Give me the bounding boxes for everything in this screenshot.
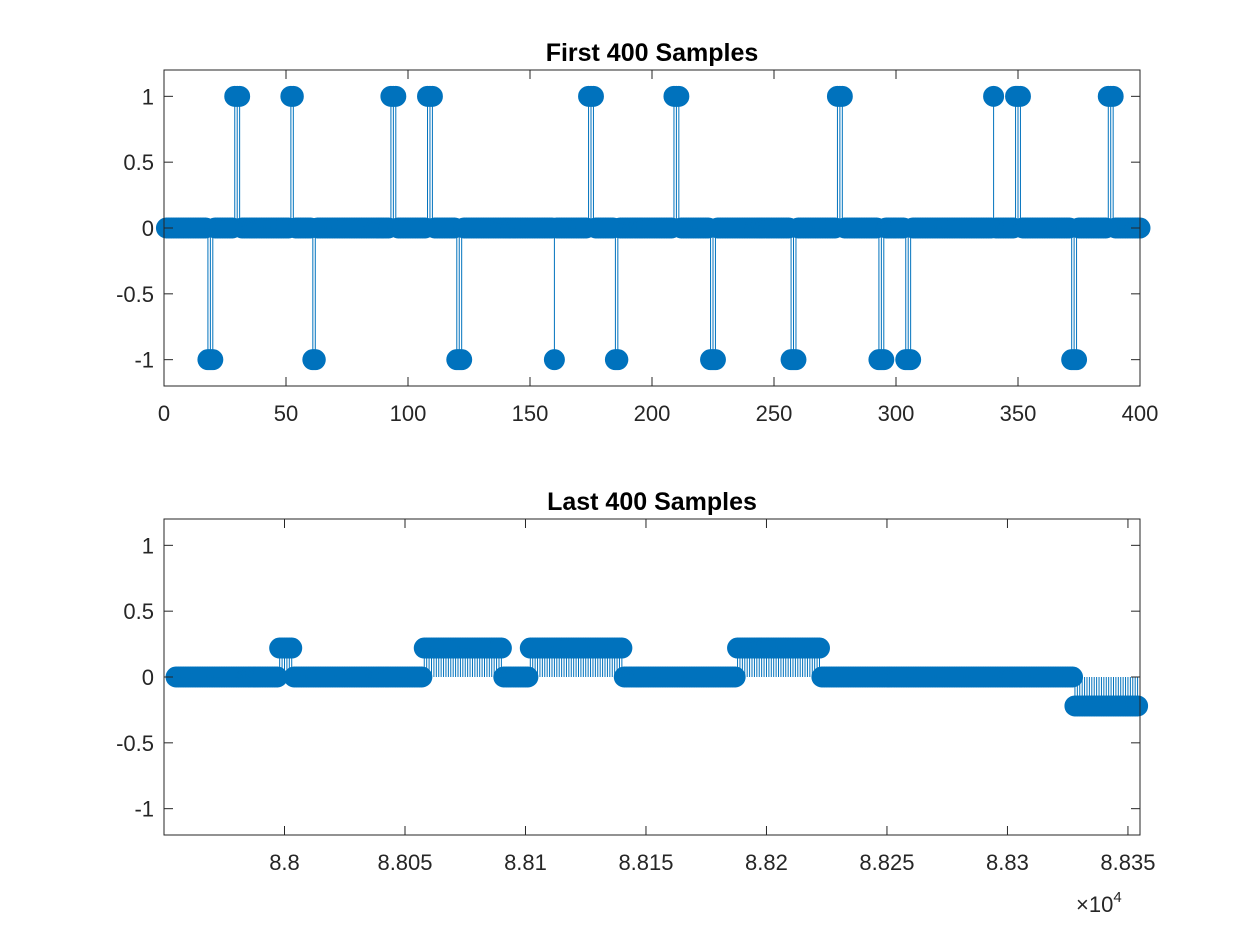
x-tick-label: 150 xyxy=(512,401,549,426)
x-exponent-power: 4 xyxy=(1113,889,1121,906)
y-tick-label: 0 xyxy=(142,665,154,690)
stems-first xyxy=(155,85,1151,371)
stem-marker xyxy=(611,637,633,659)
stem-marker xyxy=(421,85,443,107)
stem-marker xyxy=(229,85,251,107)
stem-marker xyxy=(873,349,895,371)
stem-marker xyxy=(1066,349,1088,371)
stem-marker xyxy=(785,349,807,371)
subplot-title-last: Last 400 Samples xyxy=(547,488,757,516)
stem-marker xyxy=(1102,85,1124,107)
x-tick-label: 8.835 xyxy=(1100,850,1155,875)
x-tick-label: 8.825 xyxy=(859,850,914,875)
subplot-first-400: First 400 Samples 0 50 100 150 200 250 300 350 4… xyxy=(116,39,1158,426)
x-tick-label: 8.82 xyxy=(745,850,788,875)
stem-marker xyxy=(582,85,604,107)
y-tick-label: 1 xyxy=(142,533,154,558)
stem-marker xyxy=(831,85,853,107)
x-tick-label: 350 xyxy=(1000,401,1037,426)
stem-marker xyxy=(490,637,512,659)
x-tick-label: 8.815 xyxy=(618,850,673,875)
y-tick-label: 0 xyxy=(142,216,154,241)
x-tick-label: 0 xyxy=(158,401,170,426)
stem-marker xyxy=(668,85,690,107)
x-exponent-base: ×10 xyxy=(1076,892,1113,917)
y-ticks-first: -1 -0.5 0 0.5 1 xyxy=(116,84,1140,373)
stem-marker xyxy=(304,349,326,371)
y-tick-label: -1 xyxy=(134,797,154,822)
x-tick-label: 8.8 xyxy=(269,850,300,875)
x-tick-label: 200 xyxy=(634,401,671,426)
x-ticks-first: 0 50 100 150 200 250 300 350 400 xyxy=(158,70,1158,426)
stem-marker xyxy=(385,85,407,107)
y-ticks-last: -1 -0.5 0 0.5 1 xyxy=(116,533,1140,822)
x-tick-label: 50 xyxy=(274,401,298,426)
x-tick-label: 300 xyxy=(878,401,915,426)
stem-marker xyxy=(983,85,1005,107)
stems-last xyxy=(165,637,1149,717)
stem-marker xyxy=(704,349,726,371)
y-tick-label: -0.5 xyxy=(116,731,154,756)
stem-marker xyxy=(451,349,473,371)
subplot-last-400: Last 400 Samples 8.8 8.805 8.81 8.815 8.82 8.… xyxy=(116,488,1155,917)
stem-marker xyxy=(543,349,565,371)
y-tick-label: -0.5 xyxy=(116,282,154,307)
x-exponent-label: ×104 xyxy=(1076,889,1122,917)
x-tick-label: 8.83 xyxy=(986,850,1029,875)
x-tick-label: 400 xyxy=(1122,401,1159,426)
stem-marker xyxy=(281,637,303,659)
stem-marker xyxy=(900,349,922,371)
stem-marker xyxy=(202,349,224,371)
y-tick-label: 1 xyxy=(142,84,154,109)
stem-marker xyxy=(808,637,830,659)
y-tick-label: 0.5 xyxy=(123,599,154,624)
subplot-title-first: First 400 Samples xyxy=(546,39,759,67)
x-tick-label: 250 xyxy=(756,401,793,426)
stem-marker xyxy=(1009,85,1031,107)
stem-marker xyxy=(282,85,304,107)
x-tick-label: 100 xyxy=(390,401,427,426)
stem-marker xyxy=(1127,695,1149,717)
x-tick-label: 8.81 xyxy=(504,850,547,875)
x-ticks-last: 8.8 8.805 8.81 8.815 8.82 8.825 8.83 8.835 xyxy=(269,519,1155,875)
stem-marker xyxy=(607,349,629,371)
y-tick-label: -1 xyxy=(134,348,154,373)
x-tick-label: 8.805 xyxy=(377,850,432,875)
y-tick-label: 0.5 xyxy=(123,150,154,175)
